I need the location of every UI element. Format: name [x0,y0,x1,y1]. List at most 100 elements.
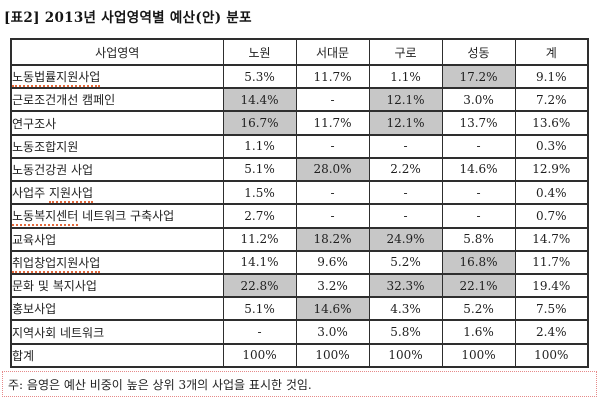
column-header: 구로 [368,38,443,66]
value-cell: - [441,203,516,229]
column-header: 계 [514,38,589,66]
value-cell-highlighted: 22.1% [441,272,516,299]
value-cell: 5.8% [441,226,516,252]
value-cell: 14.7% [514,226,589,252]
row-label: 문화 및 복지사업 [10,272,224,299]
value-cell: 5.2% [441,296,516,322]
row-label-text: 노동조합지원 [12,139,79,154]
value-cell-highlighted: 14.4% [222,87,297,113]
value-cell: - [295,180,370,206]
value-cell: - [222,319,297,345]
value-cell-highlighted: 24.9% [368,226,443,252]
value-cell: 5.8% [368,319,443,345]
value-cell: 3.0% [295,319,370,345]
table-row: 홍보사업 5.1% 14.6% 4.3% 5.2% 7.5% [10,296,589,322]
row-label-text: 홍보사업 [12,302,57,317]
value-cell: 100% [514,342,589,369]
value-cell: 1.6% [441,319,516,345]
value-cell: - [368,180,443,206]
spellcheck-underlined-text: 노동법률지원사업 [12,70,101,87]
budget-table: 사업영역 노원 서대문 구로 성동 계 노동법률지원사업 5.3% 11.7% 1.1% 17.2… [10,38,589,369]
value-cell: 100% [295,342,370,369]
value-cell: 13.6% [514,110,589,136]
row-label: 노동법률지원사업 [10,63,224,90]
value-cell-highlighted: 32.3% [368,272,443,299]
row-label-text: 네트워크 구축사업 [78,209,175,224]
row-label: 노동건강권 사업 [10,156,224,183]
row-label-text: 합계 [12,348,35,363]
row-label: 노동복지센터 네트워크 구축사업 [10,203,224,229]
value-cell-highlighted: 18.2% [295,226,370,252]
column-header: 서대문 [295,38,370,66]
value-cell: 1.5% [222,180,297,206]
table-body: 노동법률지원사업 5.3% 11.7% 1.1% 17.2% 9.1% 근로조건개선 캠페인… [10,63,589,369]
row-label-text: 문화 및 복지사업 [12,279,97,294]
value-cell: 3.2% [295,272,370,299]
value-cell-highlighted: 14.6% [295,296,370,322]
value-cell: 12.9% [514,156,589,183]
table-row: 문화 및 복지사업 22.8% 3.2% 32.3% 22.1% 19.4% [10,272,589,299]
value-cell: 0.3% [514,133,589,159]
table-header: 사업영역 노원 서대문 구로 성동 계 [10,38,589,66]
value-cell: 9.1% [514,63,589,90]
value-cell: 2.7% [222,203,297,229]
row-label-text: 사업주 [12,186,49,201]
value-cell-highlighted: 12.1% [368,87,443,113]
spellcheck-underlined-text: 취업창업지원사업 [12,255,101,272]
value-cell: 5.2% [368,249,443,275]
table-row: 사업주 지원사업 1.5% - - -0.4% [10,180,589,206]
value-cell: - [368,133,443,159]
value-cell: 3.0% [441,87,516,113]
spellcheck-underlined-text: 노동복지센터 [12,209,79,226]
row-label-text: 근로조건개선 캠페인 [12,93,116,108]
value-cell-highlighted: 16.7% [222,110,297,136]
value-cell-highlighted: 28.0% [295,156,370,183]
value-cell: 5.1% [222,296,297,322]
row-label: 합계 [10,342,224,369]
table-row: 노동건강권 사업 5.1% 28.0% 2.2% 14.6% 12.9% [10,156,589,183]
value-cell-highlighted: 12.1% [368,110,443,136]
row-label: 지역사회 네트워크 [10,319,224,345]
value-cell: 11.7% [295,110,370,136]
row-label-text: 노동건강권 사업 [12,162,94,177]
column-header: 노원 [222,38,297,66]
table-row: 노동조합지원 1.1% - - -0.3% [10,133,589,159]
value-cell: 4.3% [368,296,443,322]
row-label: 연구조사 [10,110,224,136]
header-row: 사업영역 노원 서대문 구로 성동 계 [10,38,589,66]
value-cell: 2.4% [514,319,589,345]
row-label: 교육사업 [10,226,224,252]
value-cell: 13.7% [441,110,516,136]
row-label-text: 교육사업 [12,232,57,247]
value-cell: - [441,133,516,159]
value-cell-highlighted: 16.8% [441,249,516,275]
table-title: [표2] 2013년 사업영역별 예산(안) 분포 [4,10,252,26]
value-cell: - [295,133,370,159]
value-cell: 100% [441,342,516,369]
value-cell: 14.6% [441,156,516,183]
column-header: 성동 [441,38,516,66]
table-row: 근로조건개선 캠페인 14.4% -12.1% 3.0% 7.2% [10,87,589,113]
value-cell: 9.6% [295,249,370,275]
table-row: 노동복지센터 네트워크 구축사업 2.7% - - -0.7% [10,203,589,229]
value-cell: 7.5% [514,296,589,322]
table-row: 지역사회 네트워크 -3.0% 5.8% 1.6% 2.4% [10,319,589,345]
row-label-text: 지역사회 네트워크 [12,325,105,340]
row-label: 근로조건개선 캠페인 [10,87,224,113]
value-cell: 11.7% [514,249,589,275]
value-cell: 1.1% [222,133,297,159]
column-header: 사업영역 [10,38,224,66]
value-cell: 11.7% [295,63,370,90]
value-cell: 0.4% [514,180,589,206]
value-cell: 5.1% [222,156,297,183]
row-label: 사업주 지원사업 [10,180,224,206]
value-cell: 19.4% [514,272,589,299]
table-row: 교육사업 11.2% 18.2% 24.9% 5.8% 14.7% [10,226,589,252]
table-row: 취업창업지원사업 14.1% 9.6% 5.2% 16.8% 11.7% [10,249,589,275]
row-label-text: 연구조사 [12,116,57,131]
value-cell: 7.2% [514,87,589,113]
table-row: 합계 100% 100% 100% 100% 100% [10,342,589,369]
row-label: 취업창업지원사업 [10,249,224,275]
value-cell: - [295,87,370,113]
